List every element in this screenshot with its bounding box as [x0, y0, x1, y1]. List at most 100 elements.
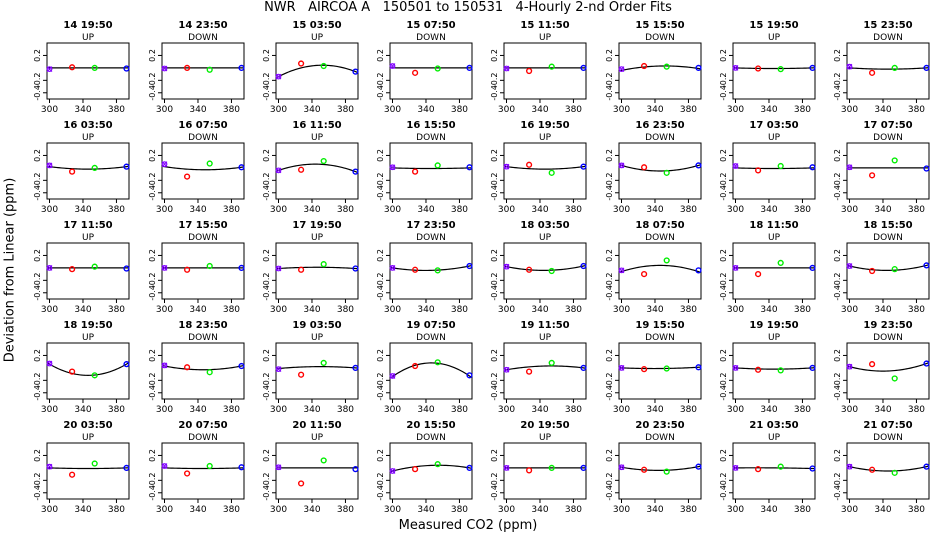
y-tick-label: -0.4 — [376, 85, 385, 101]
data-point-high — [466, 372, 473, 379]
y-tick-label: -0.4 — [719, 385, 728, 401]
x-tick-label: 300 — [841, 405, 858, 415]
y-tick-label: -0.4 — [262, 85, 271, 101]
fit-curve — [733, 67, 815, 70]
y-tick-label: -0.4 — [833, 485, 842, 501]
data-point-high — [695, 463, 702, 470]
y-tick-label: -0.2 — [262, 173, 271, 189]
data-point-low — [389, 63, 396, 69]
data-point-mid — [777, 463, 784, 470]
panel-direction: UP — [311, 233, 324, 243]
data-point-low — [46, 360, 53, 367]
x-tick-label: 300 — [613, 405, 630, 415]
data-point-high — [352, 168, 359, 175]
x-tick-label: 380 — [908, 305, 925, 315]
x-tick-label: 380 — [451, 205, 468, 215]
data-point-mid — [412, 69, 419, 76]
fit-curve — [847, 264, 929, 271]
data-point-low — [503, 263, 510, 270]
data-point-high — [809, 64, 816, 71]
data-point-mid — [184, 470, 191, 477]
fit-curve — [733, 167, 815, 170]
x-tick-label: 380 — [108, 105, 125, 115]
panel-frame — [503, 142, 587, 200]
data-point-low-cross — [732, 163, 739, 169]
panel-direction: DOWN — [188, 333, 218, 343]
y-tick-label: -0.4 — [719, 185, 728, 201]
data-point-mid — [69, 368, 76, 375]
data-point-mid — [663, 468, 670, 475]
x-tick-label: 340 — [303, 505, 320, 515]
data-point-low-cross — [618, 162, 625, 169]
data-point-low-cross — [503, 65, 510, 72]
data-point-low — [503, 65, 510, 72]
x-tick-label: 340 — [874, 205, 891, 215]
panel-frame — [618, 42, 702, 100]
panel-title: 17 03:50 — [749, 120, 798, 131]
panel-frame — [275, 442, 359, 500]
y-tick-label: 0.2 — [490, 249, 499, 262]
fit-curve — [162, 365, 244, 371]
data-point-mid — [184, 266, 191, 273]
data-point-mid — [891, 469, 898, 476]
y-tick-label: 0.2 — [376, 349, 385, 362]
y-tick-label: -0.4 — [833, 285, 842, 301]
x-tick-label: 340 — [760, 205, 777, 215]
panel-frame — [275, 142, 359, 200]
fit-curve — [390, 464, 472, 473]
panel-frame — [732, 442, 816, 500]
x-tick-label: 340 — [74, 505, 91, 515]
y-tick-label: 0.2 — [33, 149, 42, 162]
y-tick-label: 0.2 — [376, 249, 385, 262]
y-tick-label: 0.2 — [833, 249, 842, 262]
data-point-mid — [526, 467, 533, 474]
panel-title: 19 15:50 — [635, 320, 684, 331]
panel-frame — [618, 242, 702, 300]
data-point-low — [503, 163, 510, 170]
data-point-mid — [320, 62, 327, 70]
y-tick-label: -0.4 — [376, 185, 385, 201]
y-tick-label: -0.2 — [719, 373, 728, 389]
panel-frame — [732, 242, 816, 300]
y-tick-label: 0.2 — [262, 149, 271, 162]
x-tick-label: 380 — [337, 305, 354, 315]
x-tick-label: 300 — [384, 505, 401, 515]
data-point-low-cross — [846, 363, 853, 370]
y-tick-label: -0.2 — [33, 173, 42, 189]
x-tick-label: 380 — [223, 305, 240, 315]
data-point-low — [389, 264, 396, 271]
panel-frame — [846, 442, 930, 500]
y-tick-label: -0.4 — [833, 85, 842, 101]
data-point-mid — [869, 466, 876, 473]
x-tick-label: 380 — [223, 505, 240, 515]
y-tick-label: 0.2 — [376, 49, 385, 62]
data-point-mid — [891, 64, 898, 71]
x-tick-label: 340 — [531, 405, 548, 415]
data-point-low-cross — [732, 265, 739, 271]
data-point-low-cross — [618, 267, 625, 274]
data-point-low — [46, 463, 53, 470]
data-point-low-cross — [275, 73, 282, 80]
fit-curve — [390, 167, 472, 170]
x-tick-label: 340 — [417, 105, 434, 115]
data-point-high — [695, 64, 702, 71]
y-tick-label: 0.2 — [719, 449, 728, 462]
panel-direction: DOWN — [645, 133, 675, 143]
y-tick-label: 0.2 — [262, 249, 271, 262]
chart-title: NWR AIRCOA A 150501 to 150531 4-Hourly 2… — [264, 0, 672, 15]
y-tick-label: 0.2 — [833, 149, 842, 162]
x-tick-label: 340 — [189, 105, 206, 115]
y-tick-label: 0.2 — [262, 49, 271, 62]
x-tick-label: 300 — [41, 305, 58, 315]
panel-title: 19 11:50 — [520, 320, 569, 331]
data-point-low-cross — [846, 63, 853, 70]
panel-direction: DOWN — [873, 333, 903, 343]
data-point-high — [809, 364, 816, 371]
fit-curve — [276, 266, 358, 270]
x-tick-label: 380 — [337, 105, 354, 115]
y-tick-label: -0.2 — [605, 73, 614, 89]
data-point-mid — [891, 375, 898, 382]
y-tick-label: -0.2 — [376, 373, 385, 389]
data-point-low — [732, 464, 739, 471]
